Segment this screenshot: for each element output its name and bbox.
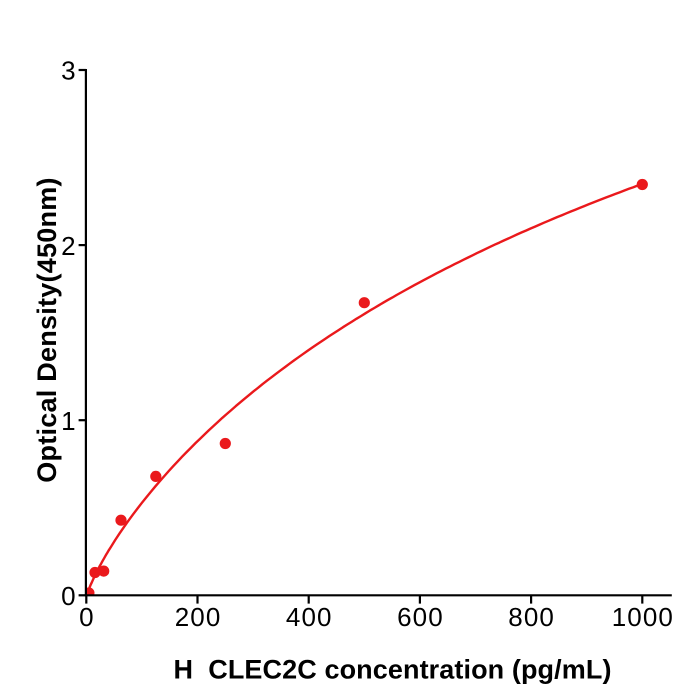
- svg-text:400: 400: [286, 602, 333, 632]
- svg-text:800: 800: [508, 602, 555, 632]
- svg-text:H CLEC2C concentration (pg/mL: H CLEC2C concentration (pg/mL): [173, 654, 611, 684]
- svg-text:0: 0: [79, 602, 95, 632]
- svg-text:2: 2: [61, 231, 75, 261]
- svg-text:600: 600: [397, 602, 444, 632]
- svg-text:3: 3: [61, 56, 75, 86]
- svg-text:200: 200: [175, 602, 222, 632]
- svg-text:0: 0: [61, 581, 75, 611]
- svg-text:1000: 1000: [612, 602, 674, 632]
- svg-text:Optical Density(450nm): Optical Density(450nm): [32, 177, 62, 483]
- svg-text:1: 1: [61, 406, 75, 436]
